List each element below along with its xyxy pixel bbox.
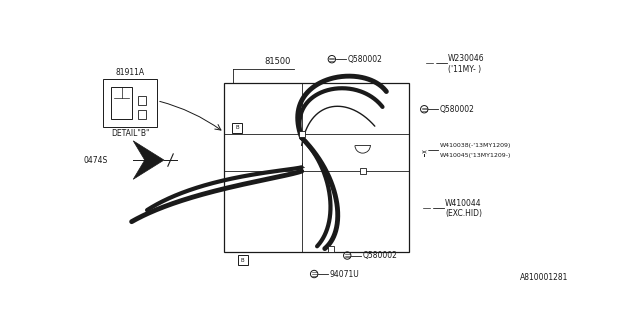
Polygon shape: [133, 141, 164, 179]
Bar: [328, 245, 334, 252]
Text: Q580002: Q580002: [363, 251, 397, 260]
Bar: [138, 96, 145, 105]
Text: 81500: 81500: [265, 57, 291, 66]
Ellipse shape: [420, 204, 433, 211]
Bar: [237, 255, 248, 265]
Text: W410045('13MY1209-): W410045('13MY1209-): [440, 153, 511, 158]
Bar: [103, 79, 157, 127]
Text: 0474S: 0474S: [83, 156, 108, 164]
Bar: [111, 87, 132, 119]
Ellipse shape: [424, 60, 436, 67]
Bar: [232, 123, 242, 133]
Text: DETAIL"B": DETAIL"B": [111, 129, 149, 138]
Text: (EXC.HID): (EXC.HID): [445, 210, 482, 219]
Text: Q580002: Q580002: [348, 55, 382, 64]
Text: W410038(-'13MY1209): W410038(-'13MY1209): [440, 143, 511, 148]
Text: 81911A: 81911A: [116, 68, 145, 76]
Text: Q580002: Q580002: [440, 105, 474, 114]
Text: ('11MY- ): ('11MY- ): [448, 65, 481, 74]
Bar: [299, 131, 305, 137]
Text: 94071U: 94071U: [330, 269, 359, 278]
Text: A810001281: A810001281: [520, 273, 568, 282]
Bar: [360, 168, 365, 174]
Bar: [224, 83, 409, 252]
Text: B: B: [235, 125, 239, 130]
Text: W410044: W410044: [445, 199, 482, 208]
Circle shape: [420, 148, 428, 156]
Bar: [138, 110, 145, 119]
Text: B: B: [241, 258, 244, 263]
Text: W230046: W230046: [448, 54, 484, 63]
